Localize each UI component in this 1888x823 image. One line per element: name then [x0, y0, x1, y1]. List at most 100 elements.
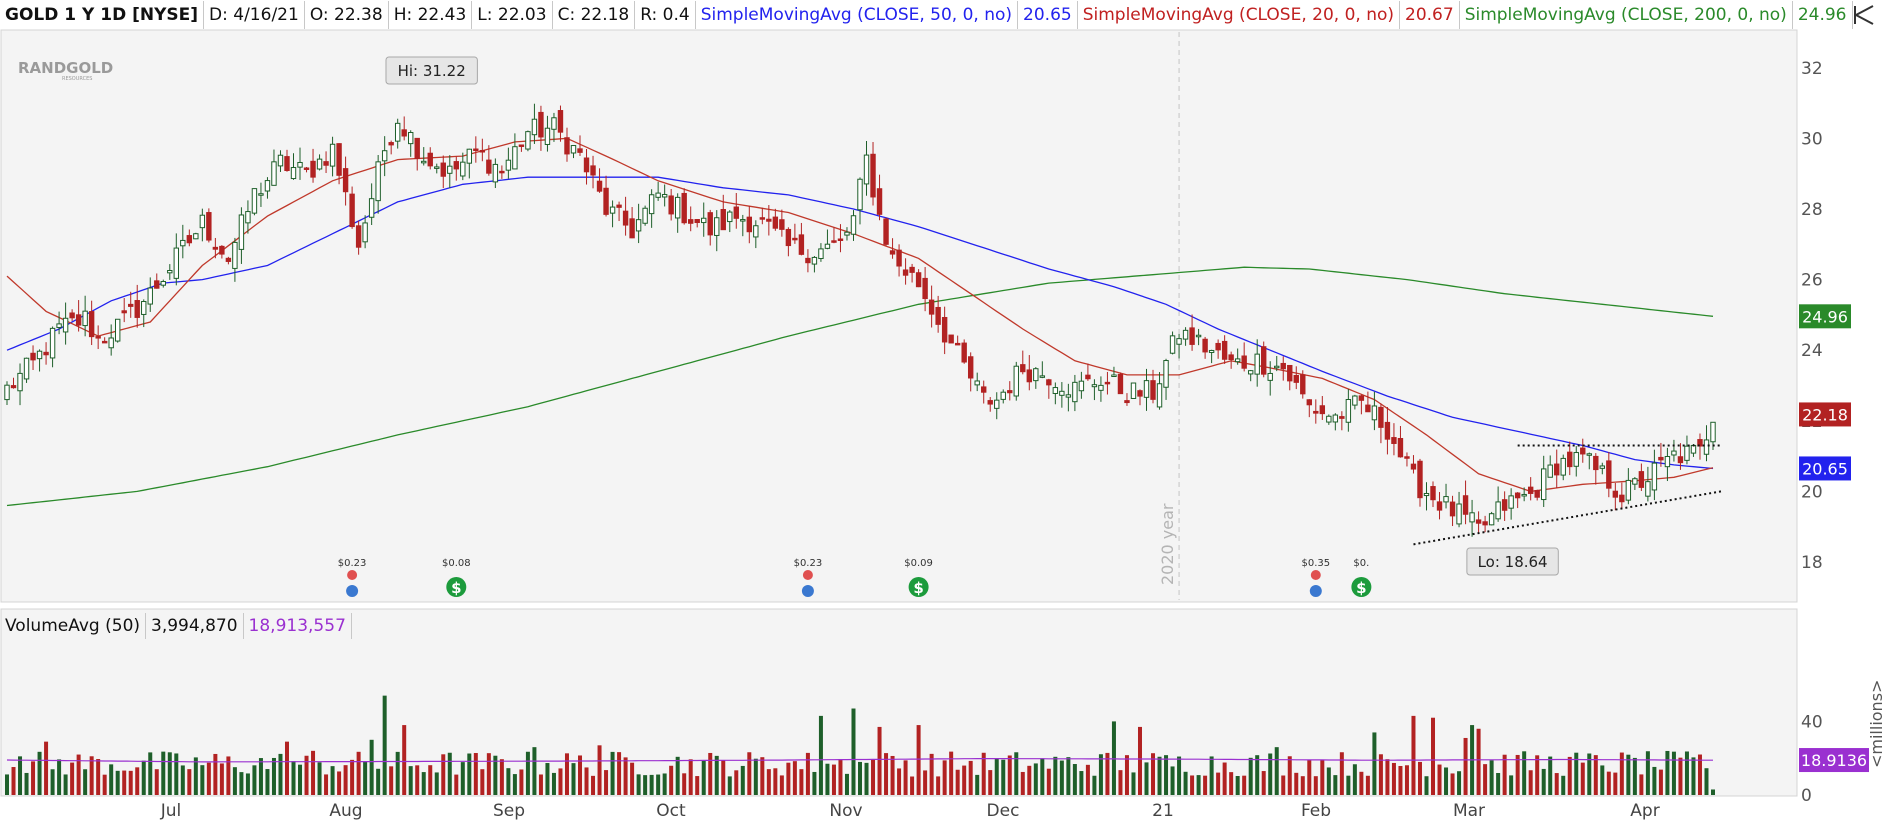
volume-tick-label: 0: [1801, 786, 1812, 806]
candle: [128, 291, 134, 318]
volume-bar: [786, 762, 791, 795]
volume-bar: [467, 753, 472, 795]
volume-bar: [532, 747, 537, 795]
date-value: D: 4/16/21: [204, 1, 305, 29]
candle: [505, 147, 512, 179]
volume-bar: [89, 756, 94, 795]
candle-body: [251, 188, 258, 214]
volume-bar: [864, 762, 869, 795]
volume-bar: [298, 764, 303, 795]
volume-bar: [649, 774, 654, 795]
candle: [473, 136, 479, 163]
candle-body: [1365, 404, 1371, 413]
volume-bar: [389, 766, 394, 795]
candle: [95, 325, 101, 350]
candle-body: [518, 144, 525, 147]
volume-bar: [766, 769, 771, 795]
volume-bar: [760, 757, 765, 795]
volume-bar: [701, 760, 706, 795]
event-marker: [801, 585, 814, 597]
candle: [1072, 374, 1078, 412]
volume-bar: [115, 770, 120, 795]
volume-study-label[interactable]: VolumeAvg (50): [0, 613, 147, 639]
candle: [251, 188, 258, 216]
event-label: $0.: [1353, 558, 1369, 569]
candle-body: [674, 196, 681, 219]
volume-bar: [805, 752, 810, 795]
volume-bar: [1365, 775, 1370, 795]
sma200-study-label[interactable]: SimpleMovingAvg (CLOSE, 200, 0, no): [1460, 1, 1793, 29]
candle-body: [362, 222, 368, 243]
candle-body: [818, 248, 824, 260]
candle: [727, 210, 733, 233]
candle-body: [193, 233, 199, 240]
volume-bar: [1476, 728, 1481, 795]
candle: [479, 138, 486, 162]
candle: [954, 335, 961, 346]
candle: [994, 392, 1000, 420]
candle: [1475, 511, 1482, 534]
volume-bar: [636, 774, 641, 795]
volume-bar: [239, 772, 244, 795]
volume-bar: [1118, 770, 1123, 795]
volume-bar: [551, 772, 556, 795]
candle-body: [609, 206, 616, 214]
volume-bar: [753, 758, 758, 795]
sma50-study-label[interactable]: SimpleMovingAvg (CLOSE, 50, 0, no): [696, 1, 1019, 29]
candle-body: [753, 225, 759, 238]
candle: [141, 299, 147, 328]
collapse-icon[interactable]: [1852, 4, 1876, 26]
volume-bar: [1391, 762, 1396, 795]
candle-body: [694, 219, 700, 224]
candle: [1033, 367, 1039, 389]
candle: [1638, 463, 1645, 491]
dollar-icon: $0.08 $: [442, 558, 471, 597]
event-label: $0.23: [794, 558, 823, 569]
candle-body: [1501, 499, 1508, 511]
candle-body: [1606, 460, 1612, 489]
volume-bar: [154, 769, 159, 795]
high-callout: Hi: 31.22: [385, 56, 478, 85]
candle: [1567, 441, 1573, 476]
candle: [1541, 455, 1547, 507]
candle-body: [1156, 383, 1163, 408]
candle-body: [381, 150, 388, 162]
volume-bar: [76, 754, 81, 795]
candle-body: [570, 145, 577, 154]
volume-bar: [454, 774, 459, 795]
sma20-study-label[interactable]: SimpleMovingAvg (CLOSE, 20, 0, no): [1078, 1, 1401, 29]
candle-body: [447, 165, 453, 174]
candle: [766, 205, 772, 236]
volume-bar: [284, 741, 289, 795]
candle-body: [961, 342, 967, 363]
volume-bar: [1593, 755, 1598, 795]
candle-body: [147, 287, 153, 305]
candle-body: [75, 314, 82, 326]
candle: [714, 210, 720, 252]
x-axis-label: 21: [1152, 801, 1174, 821]
candle-body: [1684, 445, 1690, 461]
volume-bar: [1704, 768, 1709, 795]
candle: [746, 205, 753, 244]
volume-bar: [1548, 756, 1553, 795]
candle: [981, 380, 987, 404]
range-value: R: 0.4: [635, 1, 696, 29]
candle-body: [857, 178, 863, 211]
candle: [1221, 335, 1228, 364]
volume-bar: [1587, 753, 1592, 795]
candle-body: [622, 210, 629, 226]
price-tag: 22.18: [1799, 402, 1851, 427]
volume-bar: [1626, 754, 1631, 795]
volume-bar: [1528, 770, 1533, 795]
volume-bar: [851, 708, 856, 795]
candle-body: [1046, 379, 1052, 386]
candle-body: [844, 231, 850, 236]
candle-body: [759, 217, 766, 220]
candle-body: [648, 194, 655, 215]
price-tick-label: 20: [1801, 482, 1823, 502]
volume-bar: [1170, 766, 1175, 795]
randgold-logo: RANDGOLD RESOURCES: [18, 59, 113, 82]
volume-bar: [31, 761, 36, 795]
symbol-label[interactable]: GOLD 1 Y 1D [NYSE]: [0, 1, 205, 29]
candle-body: [408, 132, 414, 145]
